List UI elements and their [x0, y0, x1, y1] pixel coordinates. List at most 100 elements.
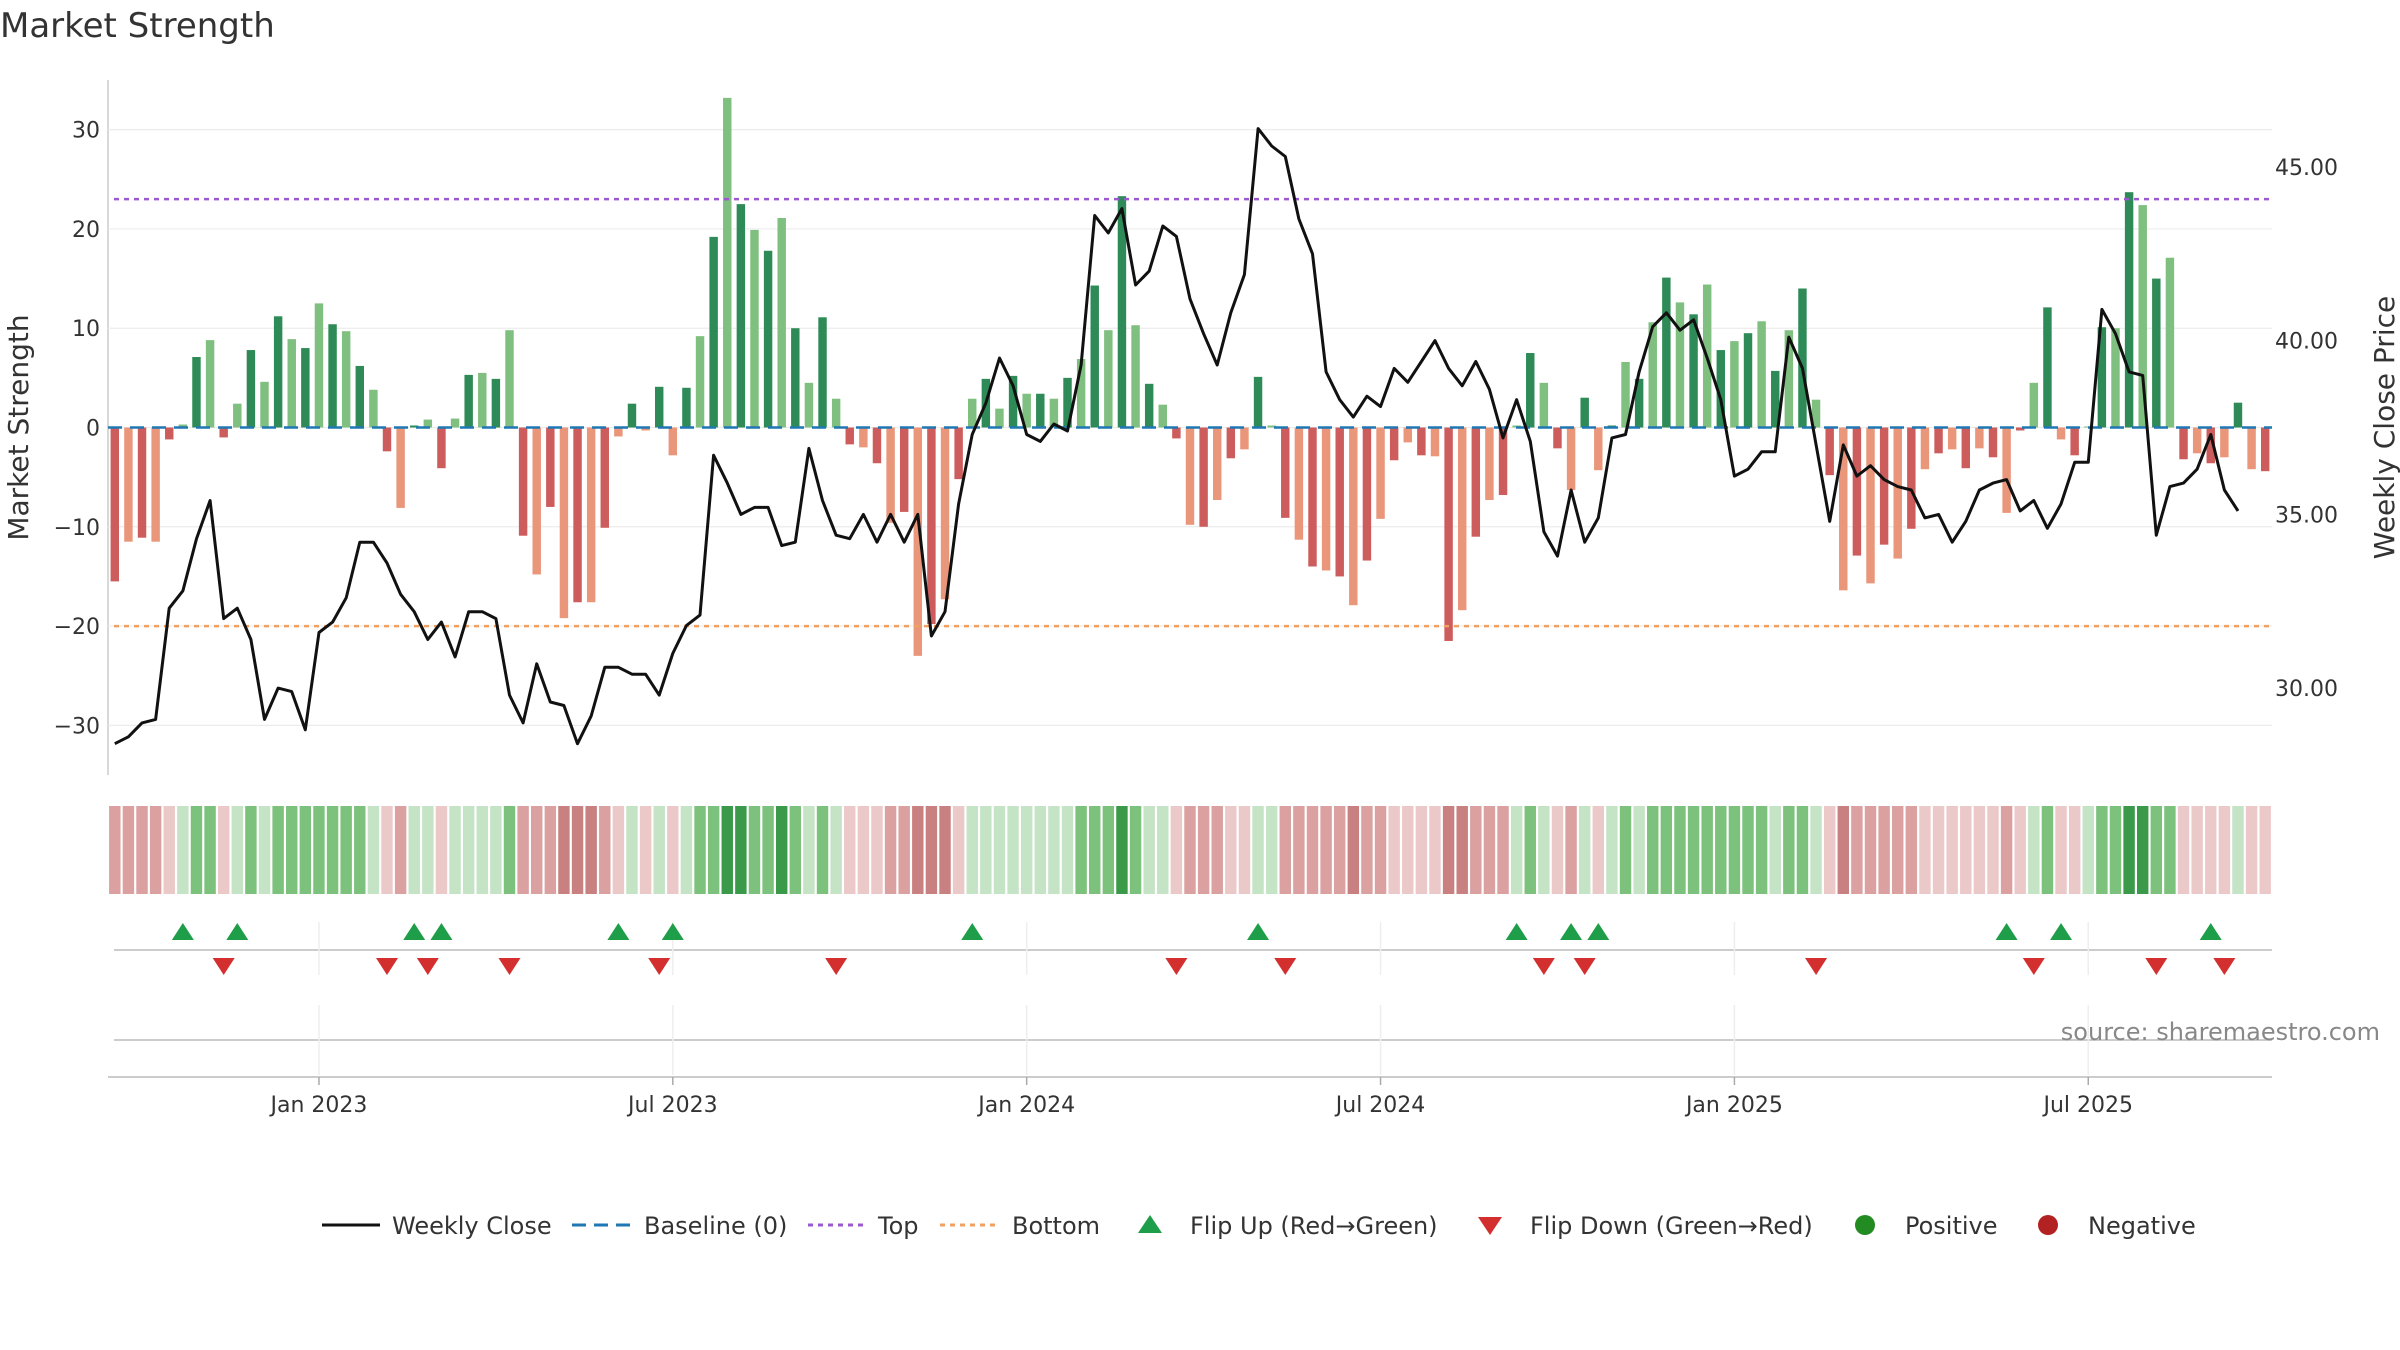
- strength-bar: [1580, 397, 1589, 428]
- strip-cell: [1728, 806, 1741, 894]
- strip-cell: [1170, 806, 1183, 894]
- strip-cell: [1905, 806, 1918, 894]
- legend-label: Baseline (0): [644, 1212, 787, 1240]
- flip-up-marker: [1995, 923, 2018, 940]
- strip-cell: [966, 806, 978, 894]
- legend-label: Top: [877, 1212, 919, 1240]
- strength-bar: [1920, 427, 1930, 470]
- strip-cell: [1442, 806, 1455, 894]
- strength-bar: [110, 427, 120, 582]
- right-axis: 45.00 40.00 35.00 30.00 Weekly Close Price: [2275, 156, 2400, 702]
- flip-up-marker: [226, 923, 249, 940]
- strength-bar: [1743, 333, 1753, 428]
- strength-bar: [505, 330, 514, 428]
- strip-cell: [1143, 806, 1155, 894]
- strip-cell: [517, 806, 529, 894]
- strength-bar: [1008, 375, 1018, 428]
- strip-cell: [585, 806, 597, 894]
- strength-bar: [845, 427, 854, 445]
- strength-bar: [219, 427, 228, 438]
- strip-cell: [1578, 806, 1591, 894]
- strength-bar: [124, 427, 133, 542]
- strip-cell: [1851, 806, 1863, 894]
- left-tick-label: −20: [54, 615, 100, 640]
- strip-cell: [313, 806, 325, 894]
- strength-bar: [2097, 327, 2107, 428]
- strength-bar: [1553, 427, 1562, 449]
- strip-cell: [721, 806, 733, 894]
- strip-cell: [1687, 806, 1700, 894]
- strength-bar: [1498, 427, 1508, 496]
- strength-bar: [777, 218, 786, 428]
- strip-cell: [775, 806, 788, 894]
- flip-up-marker: [2050, 923, 2073, 940]
- strength-bar: [913, 427, 923, 656]
- strip-cell: [830, 806, 842, 894]
- strength-bar: [1172, 427, 1181, 439]
- flip-up-marker: [1560, 923, 1583, 940]
- strength-bar: [518, 427, 528, 536]
- strip-cell: [639, 806, 652, 894]
- strength-bar: [1063, 377, 1072, 428]
- strength-bar: [1730, 341, 1739, 428]
- strip-cell: [1538, 806, 1550, 894]
- strength-bar: [287, 339, 296, 428]
- strip-cell: [680, 806, 693, 894]
- strip-cell: [1606, 806, 1618, 894]
- strip-cell: [1783, 806, 1795, 894]
- strip-cell: [2259, 806, 2271, 894]
- strength-bar: [1076, 358, 1086, 428]
- strength-bar: [1485, 427, 1494, 500]
- strip-cell: [1742, 806, 1754, 894]
- strength-bar: [1757, 321, 1766, 428]
- strip-cell: [2055, 806, 2067, 894]
- strength-bar: [2029, 382, 2039, 428]
- strength-bar: [954, 427, 963, 480]
- strength-bar: [233, 403, 242, 428]
- strip-cell: [1197, 806, 1210, 894]
- strip-cell: [1837, 806, 1849, 894]
- strip-cell: [844, 806, 856, 894]
- strength-bar: [1294, 427, 1304, 540]
- strength-bar: [641, 427, 650, 431]
- strip-cell: [286, 806, 298, 894]
- x-tick-label: Jan 2023: [269, 1093, 368, 1118]
- flip-up-marker: [607, 923, 630, 940]
- strip-cell: [1116, 806, 1128, 894]
- strip-cell: [1483, 806, 1496, 894]
- flip-up-marker: [430, 923, 453, 940]
- strength-bar: [1975, 427, 1984, 449]
- strength-bar: [2247, 427, 2256, 470]
- x-tick-label: Jan 2024: [976, 1093, 1075, 1118]
- strength-bar: [437, 427, 446, 469]
- strength-bar: [1403, 427, 1412, 443]
- strength-bar: [1634, 378, 1644, 428]
- strip-cell: [1715, 806, 1727, 894]
- strip-cell: [1619, 806, 1632, 894]
- strip-cell: [1415, 806, 1428, 894]
- strength-bar: [1131, 325, 1140, 428]
- strip-cell: [1020, 806, 1033, 894]
- strength-bar: [1526, 353, 1535, 428]
- flip-markers: [114, 922, 2272, 975]
- strength-bar: [478, 372, 487, 428]
- strength-bar: [1907, 427, 1916, 529]
- strength-bar: [151, 427, 160, 542]
- weekly-close-series: [114, 127, 2240, 746]
- strength-bar: [818, 317, 827, 428]
- flip-down-marker: [1532, 958, 1555, 975]
- strength-bar: [1811, 399, 1821, 428]
- strength-bar: [682, 387, 691, 428]
- strength-bar: [709, 236, 718, 428]
- strength-bar: [205, 340, 215, 428]
- x-axis: Jan 2023 Jul 2023 Jan 2024 Jul 2024 Jan 2025…: [108, 1005, 2272, 1118]
- strip-cell: [1184, 806, 1196, 894]
- strip-cell: [612, 806, 625, 894]
- strength-bar: [791, 328, 800, 428]
- strength-bar: [1566, 427, 1576, 491]
- flip-up-marker: [961, 923, 984, 940]
- legend-label: Weekly Close: [392, 1212, 552, 1240]
- strength-bar: [1716, 350, 1726, 428]
- strip-cell: [1102, 806, 1115, 894]
- strip-cell: [1238, 806, 1251, 894]
